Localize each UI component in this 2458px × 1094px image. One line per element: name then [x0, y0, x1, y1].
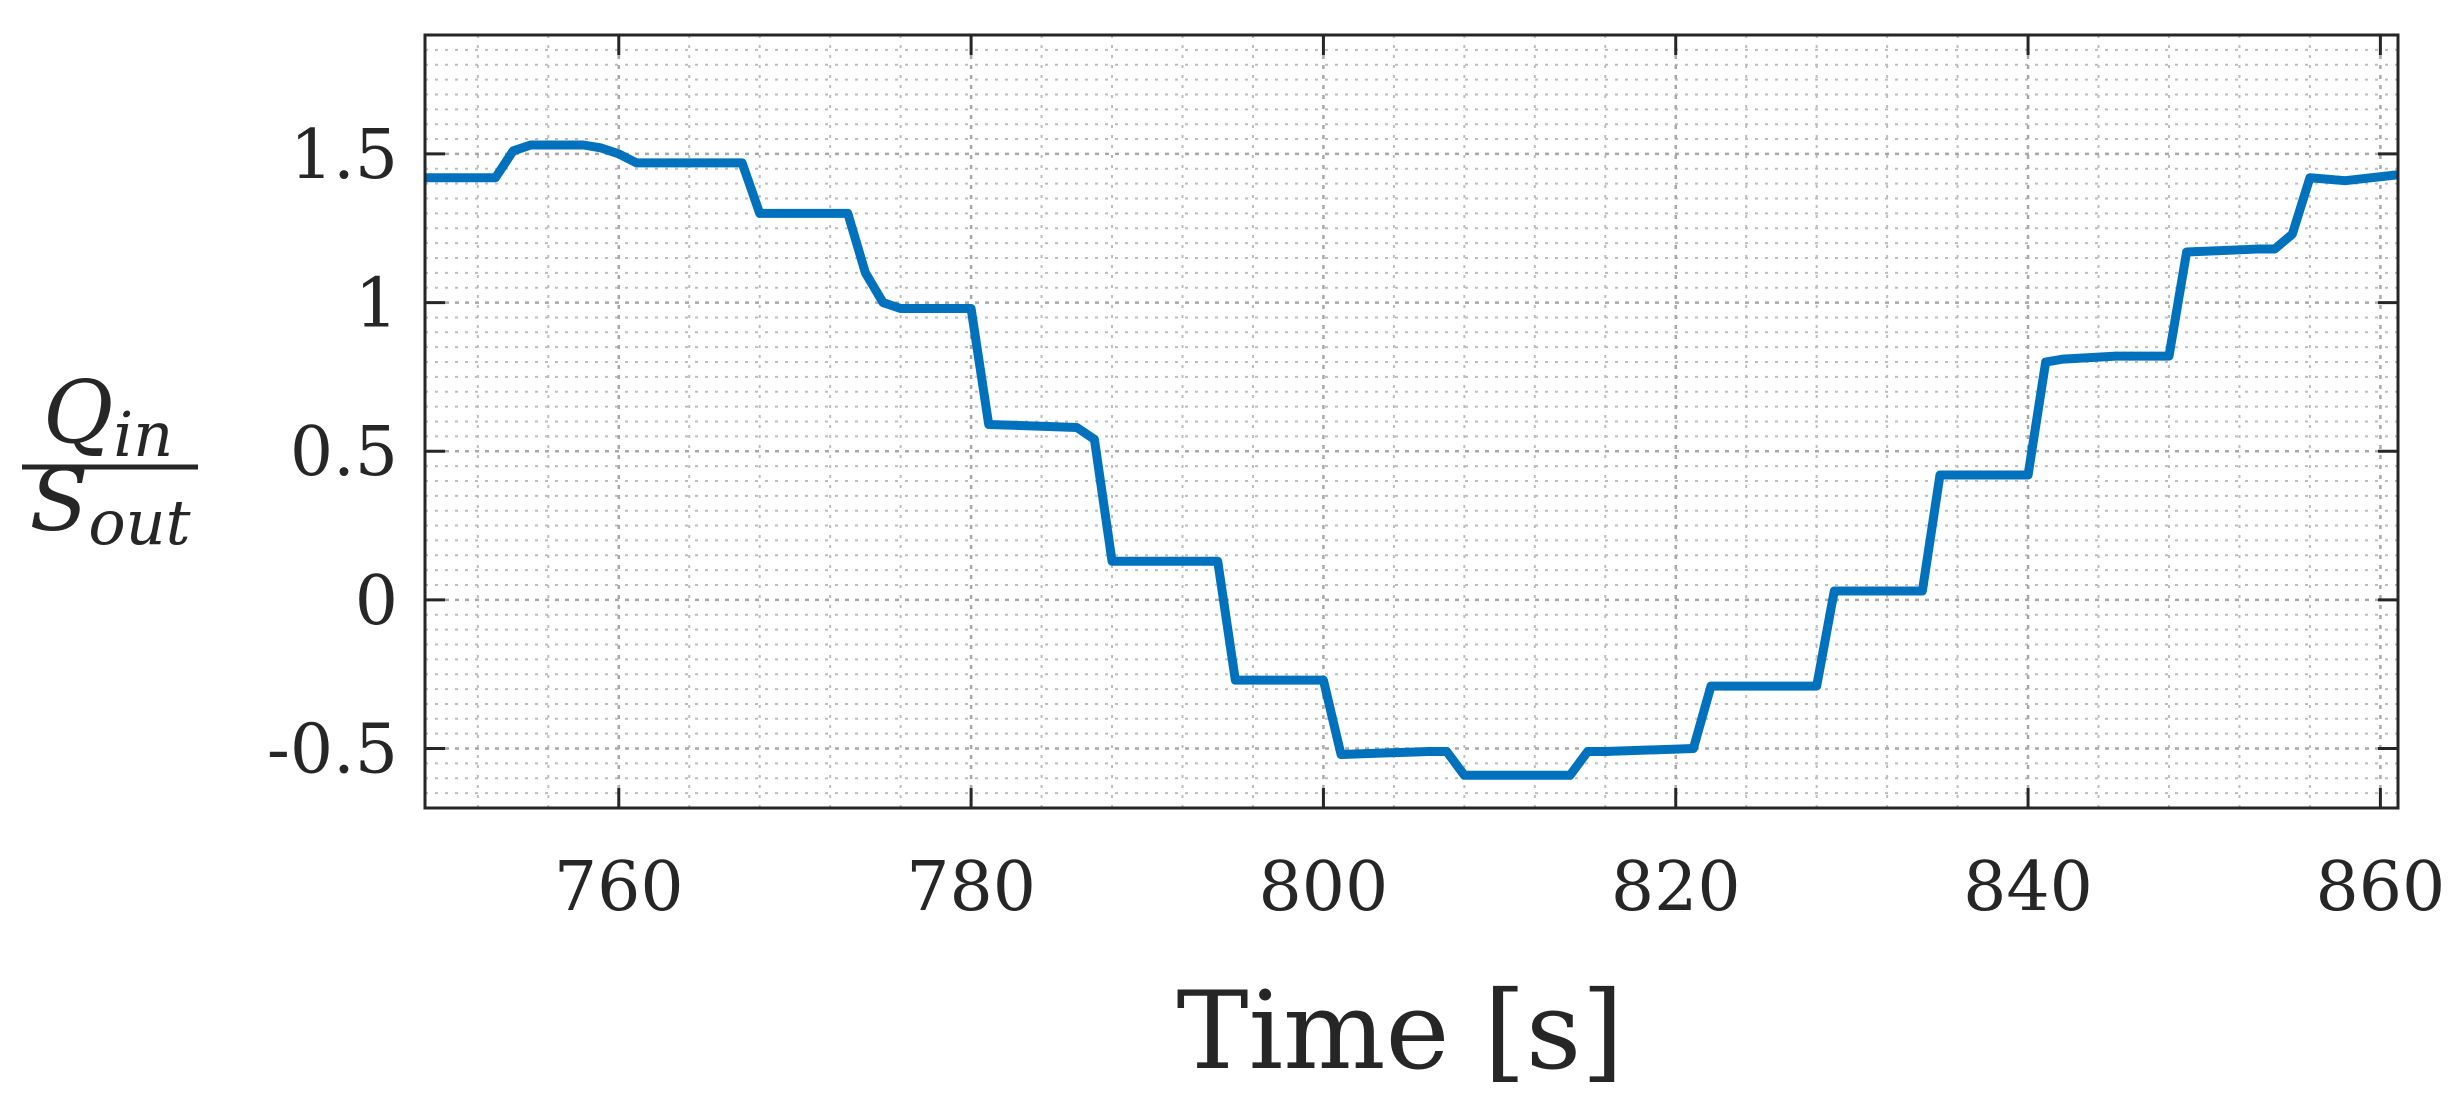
x-axis-label: Time [s]	[1177, 969, 1624, 1094]
x-tick-label: 800	[1259, 848, 1389, 927]
y-label-numerator: Qin	[43, 363, 173, 471]
x-tick-label: 840	[1963, 848, 2093, 927]
y-tick-label: 0.5	[290, 413, 398, 492]
y-axis-label: Qin Sout	[22, 363, 198, 559]
x-tick-label: 820	[1611, 848, 1741, 927]
x-tick-label: 760	[554, 848, 684, 927]
y-label-numerator-sub: in	[113, 398, 173, 471]
y-tick-labels: -0.5 0 0.5 1 1.5	[267, 116, 398, 790]
y-label-denominator-base: S	[29, 451, 88, 551]
series-line-0	[425, 140, 2399, 780]
x-tick-label: 780	[906, 848, 1036, 927]
x-tick-label: 860	[2315, 848, 2445, 927]
y-tick-label: -0.5	[267, 711, 398, 790]
x-tick-labels: 760 780 800 820 840 860	[554, 848, 2445, 927]
plot-frame	[423, 33, 2400, 810]
y-label-denominator-sub: out	[88, 486, 190, 559]
y-tick-label: 1.5	[290, 116, 398, 195]
y-label-numerator-base: Q	[43, 363, 114, 463]
tick-marks	[425, 35, 2398, 808]
y-label-denominator: Sout	[29, 451, 190, 559]
series-layer	[425, 140, 2399, 780]
y-tick-label: 1	[355, 265, 398, 344]
y-tick-label: 0	[355, 562, 398, 641]
